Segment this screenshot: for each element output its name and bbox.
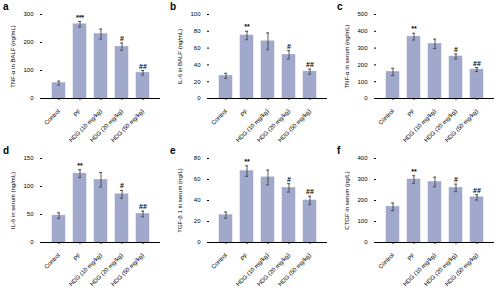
svg-text:0: 0: [30, 95, 34, 101]
svg-text:Control: Control: [43, 108, 61, 126]
svg-text:**: **: [411, 25, 417, 32]
svg-text:20: 20: [194, 79, 201, 85]
svg-text:HDG (20 mg/kg): HDG (20 mg/kg): [422, 108, 459, 144]
svg-text:PF: PF: [239, 252, 249, 262]
svg-text:#: #: [287, 43, 291, 50]
svg-text:##: ##: [139, 63, 147, 70]
svg-text:60: 60: [194, 45, 201, 51]
svg-text:Control: Control: [210, 108, 228, 126]
svg-text:##: ##: [473, 60, 481, 67]
svg-text:HDG (50 mg/kg): HDG (50 mg/kg): [110, 252, 145, 287]
svg-text:HDG (20 mg/kg): HDG (20 mg/kg): [88, 108, 125, 144]
svg-text:150: 150: [23, 155, 34, 161]
svg-text:HDG (50 mg/kg): HDG (50 mg/kg): [277, 252, 312, 287]
svg-text:Control: Control: [210, 252, 228, 270]
svg-text:HDG (10 mg/kg): HDG (10 mg/kg): [234, 108, 271, 144]
svg-text:HDG (10 mg/kg): HDG (10 mg/kg): [234, 252, 271, 288]
svg-text:200: 200: [357, 197, 368, 203]
svg-text:HDG (50 mg/kg): HDG (50 mg/kg): [444, 252, 479, 287]
svg-text:PF: PF: [406, 108, 416, 118]
svg-text:400: 400: [357, 155, 368, 161]
svg-text:**: **: [244, 158, 250, 165]
svg-text:100: 100: [23, 67, 34, 73]
svg-text:TNF-α in serum (ng/mL): TNF-α in serum (ng/mL): [344, 24, 350, 88]
svg-text:80: 80: [194, 28, 201, 34]
svg-text:IL-6 in serum (ng/mL): IL-6 in serum (ng/mL): [10, 172, 16, 229]
svg-text:0: 0: [364, 239, 368, 245]
svg-text:HDG (10 mg/kg): HDG (10 mg/kg): [67, 108, 104, 144]
svg-text:50: 50: [27, 211, 34, 217]
svg-text:0: 0: [197, 95, 201, 101]
svg-text:TNF-α in BALF (ng/mL): TNF-α in BALF (ng/mL): [10, 25, 16, 87]
svg-text:HDG (10 mg/kg): HDG (10 mg/kg): [67, 252, 104, 288]
svg-text:PF: PF: [406, 252, 416, 262]
svg-text:200: 200: [357, 62, 368, 68]
svg-text:Control: Control: [377, 252, 395, 270]
svg-text:##: ##: [306, 61, 314, 68]
svg-text:HDG (50 mg/kg): HDG (50 mg/kg): [277, 108, 312, 143]
html-text:e: e: [170, 145, 176, 156]
svg-text:HDG (20 mg/kg): HDG (20 mg/kg): [255, 108, 292, 144]
svg-text:HDG (50 mg/kg): HDG (50 mg/kg): [444, 108, 479, 143]
svg-text:##: ##: [139, 203, 147, 210]
svg-text:100: 100: [190, 11, 201, 17]
svg-text:300: 300: [357, 45, 368, 51]
svg-text:HDG (10 mg/kg): HDG (10 mg/kg): [401, 252, 438, 288]
svg-text:**: **: [244, 23, 250, 30]
svg-text:40: 40: [194, 197, 201, 203]
svg-text:HDG (20 mg/kg): HDG (20 mg/kg): [422, 252, 459, 288]
svg-text:PF: PF: [72, 108, 82, 118]
svg-text:80: 80: [194, 155, 201, 161]
svg-text:#: #: [454, 46, 458, 53]
svg-text:HDG (10 mg/kg): HDG (10 mg/kg): [401, 108, 438, 144]
svg-text:100: 100: [23, 183, 34, 189]
html-text:d: d: [3, 145, 10, 156]
svg-text:300: 300: [357, 176, 368, 182]
html-text:b: b: [170, 1, 177, 12]
svg-text:Control: Control: [377, 108, 395, 126]
html-text:a: a: [3, 1, 9, 12]
svg-text:***: ***: [76, 14, 84, 21]
svg-text:HDG (20 mg/kg): HDG (20 mg/kg): [255, 252, 292, 288]
svg-text:40: 40: [194, 62, 201, 68]
svg-text:0: 0: [30, 239, 34, 245]
svg-text:#: #: [120, 35, 124, 42]
svg-text:#: #: [287, 176, 291, 183]
svg-text:60: 60: [194, 176, 201, 182]
svg-text:**: **: [77, 162, 83, 169]
svg-text:500: 500: [357, 11, 368, 17]
svg-text:HDG (50 mg/kg): HDG (50 mg/kg): [110, 108, 145, 143]
html-text:c: c: [337, 1, 343, 12]
svg-text:#: #: [454, 176, 458, 183]
svg-text:100: 100: [357, 79, 368, 85]
svg-text:**: **: [411, 168, 417, 175]
svg-text:##: ##: [306, 188, 314, 195]
svg-text:400: 400: [357, 28, 368, 34]
svg-text:TGF-β 1 in serum (ng/L): TGF-β 1 in serum (ng/L): [177, 168, 183, 232]
svg-text:200: 200: [23, 39, 34, 45]
html-text:f: f: [337, 145, 341, 156]
svg-text:HDG (20 mg/kg): HDG (20 mg/kg): [88, 252, 125, 288]
svg-text:PF: PF: [72, 252, 82, 262]
svg-text:100: 100: [357, 218, 368, 224]
svg-text:20: 20: [194, 218, 201, 224]
svg-text:0: 0: [197, 239, 201, 245]
svg-text:CTGF in serum (pg/L): CTGF in serum (pg/L): [344, 171, 350, 229]
svg-text:IL-6 in BALF (ng/mL): IL-6 in BALF (ng/mL): [177, 29, 183, 85]
svg-text:Control: Control: [43, 252, 61, 270]
svg-text:PF: PF: [239, 108, 249, 118]
svg-text:#: #: [120, 182, 124, 189]
svg-text:300: 300: [23, 11, 34, 17]
svg-text:##: ##: [473, 187, 481, 194]
svg-text:0: 0: [364, 95, 368, 101]
